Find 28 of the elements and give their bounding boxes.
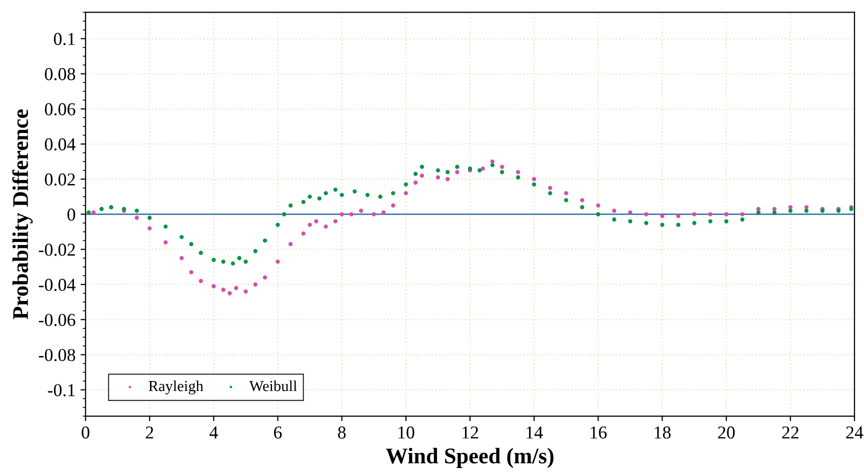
x-tick-label: 4 <box>210 426 218 438</box>
x-tick-label: 12 <box>462 426 478 438</box>
x-tick-label: 14 <box>526 426 543 438</box>
x-tick-label: 6 <box>274 426 282 439</box>
x-tick-label: 0 <box>82 426 90 439</box>
y-tick-label: -0.1 <box>48 384 75 396</box>
x-tick-label: 24 <box>846 426 864 438</box>
x-tick-label: 22 <box>782 426 798 438</box>
x-tick-label: 10 <box>398 426 414 439</box>
y-tick-label: 0.08 <box>44 68 76 80</box>
legend-label: Rayleigh <box>148 380 204 394</box>
x-tick-label: 2 <box>146 426 154 438</box>
y-tick-label: 0.04 <box>44 138 76 151</box>
y-tick-label: -0.02 <box>38 244 75 256</box>
x-tick-label: 16 <box>590 426 607 439</box>
y-tick-label: -0.06 <box>38 314 76 326</box>
y-tick-label: -0.08 <box>38 348 76 362</box>
y-axis-title: Probability Difference <box>12 109 33 320</box>
y-tick-label: 0.1 <box>54 32 75 46</box>
x-axis-title: Wind Speed (m/s) <box>386 448 554 468</box>
y-tick-label: -0.04 <box>38 278 76 292</box>
x-tick-label: 20 <box>718 426 735 439</box>
y-tick-label: 0 <box>67 208 76 221</box>
legend-label: Weibull <box>249 380 297 392</box>
x-tick-label: 8 <box>338 426 346 439</box>
y-tick-label: 0.06 <box>44 103 76 116</box>
x-tick-label: 18 <box>654 426 671 439</box>
y-tick-label: 0.02 <box>44 173 75 186</box>
